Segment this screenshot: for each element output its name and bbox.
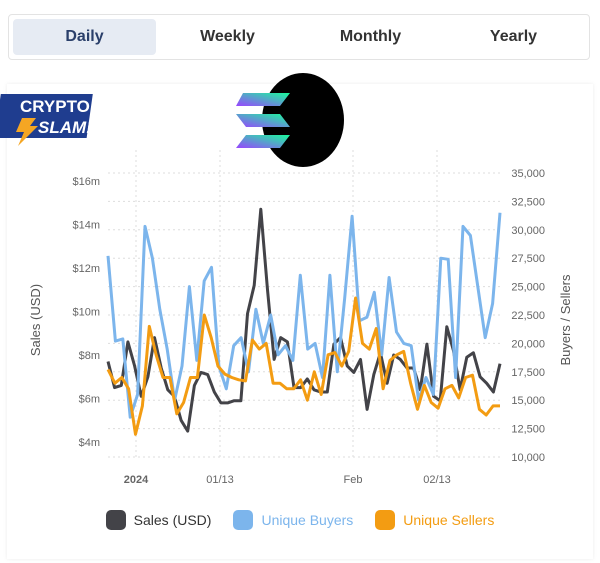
- left-tick-label: $10m: [72, 307, 100, 319]
- right-tick-label: 15,000: [511, 395, 545, 407]
- y-left-label: Sales (USD): [28, 284, 43, 356]
- x-tick-label: 01/13: [206, 474, 234, 486]
- tab-monthly[interactable]: Monthly: [339, 28, 402, 45]
- chart-legend: Sales (USD) Unique Buyers Unique Sellers: [0, 510, 600, 530]
- solana-logo: [236, 73, 344, 167]
- right-tick-label: 27,500: [511, 253, 545, 265]
- left-tick-label: $16m: [72, 176, 100, 188]
- cryptoslam-logo: CRYPTO SLAM!: [0, 94, 93, 146]
- tab-weekly[interactable]: Weekly: [200, 28, 255, 45]
- interval-tabs: Daily Weekly Monthly Yearly: [8, 14, 590, 60]
- tab-yearly[interactable]: Yearly: [489, 28, 538, 45]
- right-tick-label: 32,500: [511, 196, 545, 208]
- legend-item-sellers[interactable]: Unique Sellers: [375, 510, 494, 530]
- legend-label: Sales (USD): [133, 512, 212, 528]
- svg-text:SLAM!: SLAM!: [38, 118, 92, 137]
- legend-swatch: [375, 510, 396, 530]
- legend-swatch: [105, 510, 126, 530]
- legend-swatch: [233, 510, 254, 530]
- legend-label: Unique Buyers: [261, 512, 354, 528]
- legend-label: Unique Sellers: [403, 512, 495, 528]
- svg-text:CRYPTO: CRYPTO: [20, 97, 90, 116]
- right-tick-label: 10,000: [511, 452, 545, 464]
- series-line-unique-sellers: [106, 296, 500, 436]
- x-tick-label: 2024: [124, 474, 149, 486]
- left-tick-label: $12m: [72, 263, 100, 275]
- y-right-label: Buyers / Sellers: [558, 274, 573, 366]
- legend-item-buyers[interactable]: Unique Buyers: [233, 510, 353, 530]
- x-tick-label: Feb: [344, 474, 363, 486]
- right-tick-label: 12,500: [511, 424, 545, 436]
- left-tick-label: $6m: [79, 394, 100, 406]
- x-tick-label: 02/13: [423, 474, 451, 486]
- left-tick-label: $8m: [79, 350, 100, 362]
- right-tick-label: 22,500: [511, 310, 545, 322]
- left-tick-label: $14m: [72, 220, 100, 232]
- left-tick-label: $4m: [79, 437, 100, 449]
- right-tick-label: 17,500: [511, 367, 545, 379]
- legend-item-sales[interactable]: Sales (USD): [105, 510, 212, 530]
- tab-daily[interactable]: Daily: [13, 19, 156, 55]
- right-tick-label: 25,000: [511, 282, 545, 294]
- right-tick-label: 35,000: [511, 168, 545, 180]
- right-tick-label: 20,000: [511, 338, 545, 350]
- right-tick-label: 30,000: [511, 225, 545, 237]
